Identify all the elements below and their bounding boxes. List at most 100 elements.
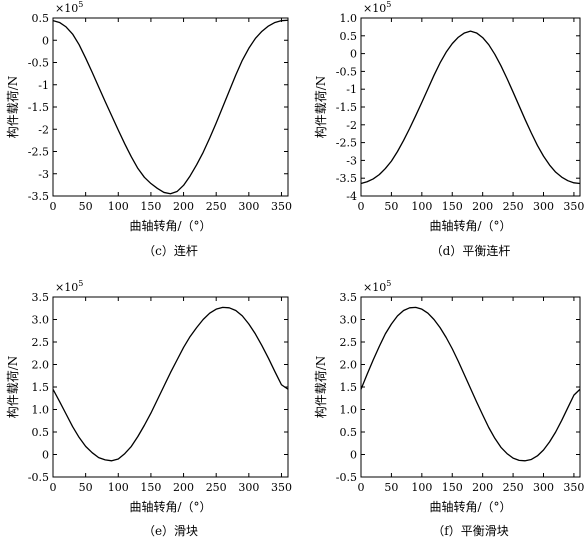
axis-multiplier-exponent: 5 <box>386 0 391 9</box>
y-tick-label: -2.5 <box>336 137 357 150</box>
series-line <box>52 19 289 195</box>
x-tick-label: 100 <box>108 481 129 494</box>
y-tick-label: -1 <box>38 79 49 92</box>
x-tick-label: 100 <box>108 200 129 213</box>
y-tick-label: 3.5 <box>32 291 50 304</box>
y-axis-label: 构件载荷/N <box>313 76 328 139</box>
axis-multiplier-exponent: 5 <box>386 279 391 288</box>
series-line <box>360 306 581 462</box>
x-tick-label: 250 <box>503 481 524 494</box>
x-tick-label: 150 <box>442 200 463 213</box>
x-tick-label: 0 <box>358 200 365 213</box>
y-tick-label: -3.5 <box>336 172 357 185</box>
series-line <box>52 306 289 462</box>
x-tick-label: 50 <box>384 200 398 213</box>
y-tick-label: 0 <box>350 48 357 61</box>
axis-multiplier-base: ×10 <box>55 2 78 15</box>
x-tick-label: 350 <box>563 200 584 213</box>
x-tick-label: 300 <box>238 200 259 213</box>
axis-multiplier-base: ×10 <box>363 281 386 294</box>
series-line <box>360 30 581 185</box>
x-tick-label: 150 <box>442 481 463 494</box>
y-tick-label: -4 <box>346 190 357 203</box>
axis-multiplier: ×105 <box>363 0 391 15</box>
x-tick-label: 300 <box>533 200 554 213</box>
y-tick-label: -0.5 <box>28 57 49 70</box>
x-tick-label: 50 <box>79 481 93 494</box>
chart-balance-rod: 0 50 100 150 200 250 300 350-4-3.5-3-2.5-2-1.5-… <box>313 0 584 258</box>
axis-multiplier-exponent: 5 <box>78 0 83 9</box>
y-tick-label: 2.5 <box>32 336 50 349</box>
subfigure-caption: （f）平衡滑块 <box>432 524 508 538</box>
y-tick-label: -3.5 <box>28 190 49 203</box>
subfigure-caption: （d）平衡连杆 <box>431 243 511 258</box>
x-tick-label: 100 <box>411 200 432 213</box>
axis-multiplier: ×105 <box>55 0 83 15</box>
y-axis-label: 构件载荷/N <box>5 76 20 139</box>
y-tick-label: 1.5 <box>32 381 50 394</box>
y-tick-label: 0 <box>350 449 357 462</box>
x-tick-label: 350 <box>271 200 292 213</box>
x-tick-label: 350 <box>563 481 584 494</box>
axis-multiplier: ×105 <box>363 279 391 294</box>
y-axis-label: 构件载荷/N <box>313 356 328 419</box>
axis-multiplier-base: ×10 <box>55 281 78 294</box>
x-tick-label: 250 <box>503 200 524 213</box>
plot-frame <box>360 17 581 197</box>
x-tick-label: 300 <box>533 481 554 494</box>
y-tick-label: 2.5 <box>340 336 358 349</box>
y-tick-label: -0.5 <box>336 65 357 78</box>
x-tick-label: 50 <box>384 481 398 494</box>
x-tick-label: 350 <box>271 481 292 494</box>
y-tick-label: 1.0 <box>340 404 358 417</box>
y-tick-label: -2 <box>38 123 49 136</box>
y-tick-label: 0.5 <box>340 30 358 43</box>
x-tick-label: 200 <box>173 200 194 213</box>
x-tick-label: 0 <box>50 481 57 494</box>
subfigure-caption: （e）滑块 <box>143 524 198 538</box>
x-tick-label: 0 <box>358 481 365 494</box>
x-axis-label: 曲轴转角/（°） <box>429 218 511 233</box>
y-tick-label: -2.5 <box>28 146 49 159</box>
y-tick-label: 2.0 <box>32 359 50 372</box>
x-tick-label: 0 <box>50 200 57 213</box>
x-tick-label: 50 <box>79 200 93 213</box>
axis-multiplier: ×105 <box>55 279 83 294</box>
x-tick-label: 200 <box>472 200 493 213</box>
subfigure-caption: （c）连杆 <box>143 243 198 258</box>
y-tick-label: -2 <box>346 119 357 132</box>
y-tick-label: -0.5 <box>28 471 49 484</box>
y-tick-label: 1.5 <box>340 381 358 394</box>
y-tick-label: 3.5 <box>340 291 358 304</box>
axis-multiplier-base: ×10 <box>363 2 386 15</box>
y-tick-label: -0.5 <box>336 471 357 484</box>
y-tick-label: 0 <box>42 34 49 47</box>
chart-connecting-rod: 0 50 100 150 200 250 300 350-3.5-3-2.5-2-1.5-1-… <box>5 0 292 258</box>
x-tick-label: 300 <box>238 481 259 494</box>
y-tick-label: 1.0 <box>340 12 358 25</box>
y-tick-label: 0.5 <box>32 426 50 439</box>
y-tick-label: -1.5 <box>336 101 357 114</box>
x-tick-label: 150 <box>140 481 161 494</box>
y-tick-label: 0.5 <box>32 12 50 25</box>
y-tick-label: 0 <box>42 449 49 462</box>
y-tick-label: -1 <box>346 83 357 96</box>
y-tick-label: -3 <box>346 154 357 167</box>
y-tick-label: -3 <box>38 168 49 181</box>
y-tick-label: 3.0 <box>32 314 50 327</box>
y-tick-label: 2.0 <box>340 359 358 372</box>
x-tick-label: 250 <box>206 200 227 213</box>
y-tick-label: -1.5 <box>28 101 49 114</box>
x-tick-label: 200 <box>173 481 194 494</box>
plot-frame <box>52 296 289 478</box>
x-tick-label: 150 <box>140 200 161 213</box>
x-axis-label: 曲轴转角/（°） <box>129 499 211 514</box>
plot-frame <box>52 17 289 197</box>
y-tick-label: 3.0 <box>340 314 358 327</box>
x-axis-label: 曲轴转角/（°） <box>429 499 511 514</box>
y-axis-label: 构件载荷/N <box>5 356 20 419</box>
x-axis-label: 曲轴转角/（°） <box>129 218 211 233</box>
x-tick-label: 250 <box>206 481 227 494</box>
x-tick-label: 100 <box>411 481 432 494</box>
